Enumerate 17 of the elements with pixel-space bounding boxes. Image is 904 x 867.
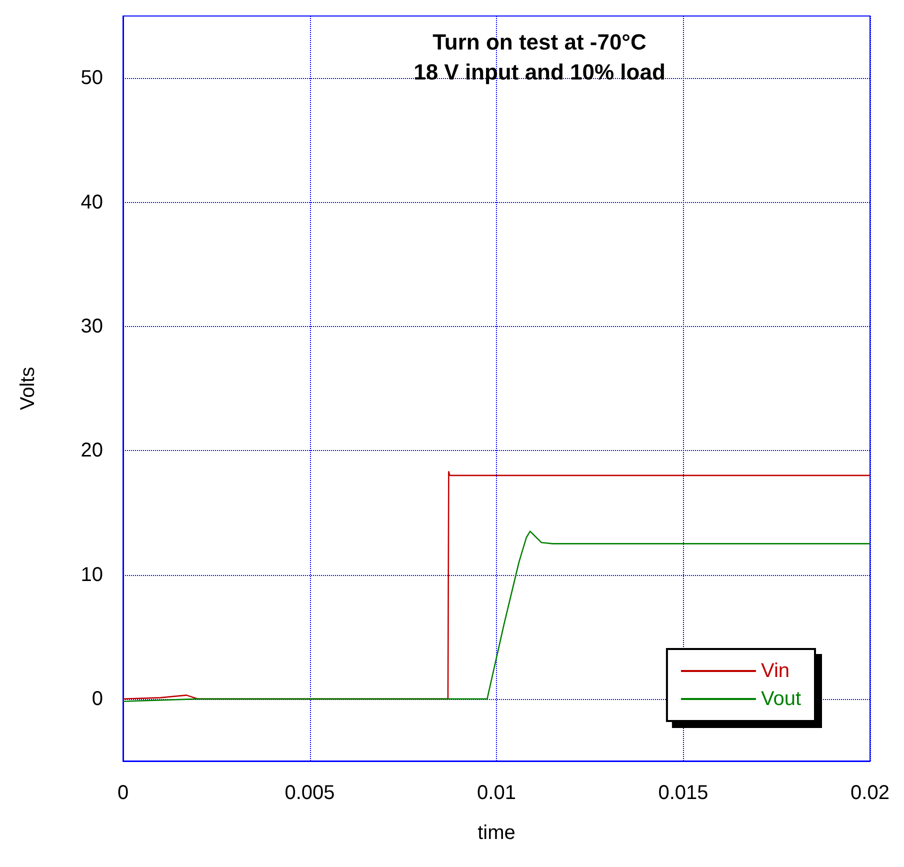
y-tick-label: 0: [92, 688, 103, 710]
x-tick-label: 0.01: [477, 782, 516, 804]
x-tick-label: 0: [117, 782, 129, 804]
y-tick-label: 20: [80, 440, 103, 462]
text: 18 V input and 10% load: [414, 60, 666, 84]
x-tick-label: 0.015: [658, 782, 708, 804]
text: Turn on test at -70°C: [432, 30, 646, 54]
x-axis-title: time: [478, 822, 516, 844]
legend-label: Vout: [760, 688, 802, 710]
y-axis-title: Volts: [17, 366, 39, 410]
y-tick-label: 10: [80, 564, 103, 586]
legend-label: Vin: [760, 660, 790, 682]
y-tick-label: 30: [80, 315, 103, 338]
x-tick-label: 0.02: [850, 782, 890, 804]
y-tick-label: 50: [80, 67, 103, 90]
y-tick-label: 40: [80, 191, 103, 214]
x-tick-label: 0.005: [284, 782, 335, 804]
